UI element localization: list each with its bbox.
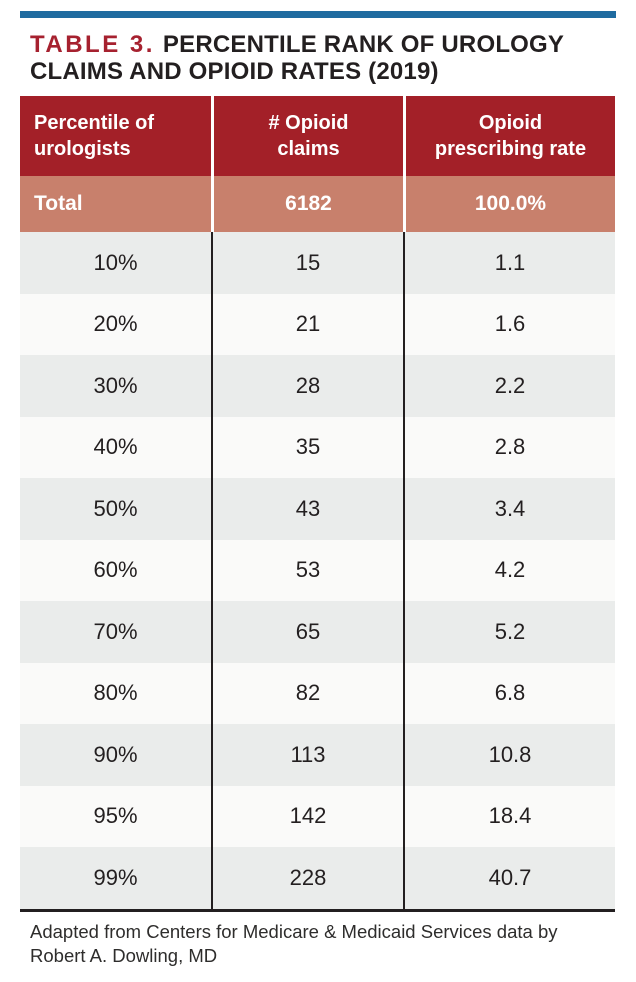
percentile-cell: 70% [93,618,138,644]
header-claims: # Opioid claims [211,96,403,176]
attribution-line1: Adapted from Centers for Medicare & Medi… [30,921,558,942]
rate-cell: 2.8 [403,416,615,478]
rate-cell: 1.6 [403,293,615,355]
claims-cell: 53 [211,539,403,601]
header-claims-label: # Opioid claims [268,112,349,160]
table-header-row: Percentile of urologists # Opioid claims… [20,96,615,176]
header-percentile-label: Percentile of urologists [34,112,155,160]
header-rate: Opioid prescribing rate [403,96,615,176]
table-row: 70% 65 5.2 [20,601,615,663]
attribution-line2: Robert A. Dowling, MD [30,945,218,966]
percentile-cell: 30% [93,372,138,398]
claims-cell: 21 [211,293,403,355]
claims-cell: 15 [211,232,403,294]
data-table: Percentile of urologists # Opioid claims… [20,96,615,912]
header-rate-label: Opioid prescribing rate [434,112,587,160]
claims-cell: 65 [211,601,403,663]
table-row: 99% 228 40.7 [20,847,615,909]
title-line1: PERCENTILE RANK OF UROLOGY [162,31,565,58]
percentile-cell: 20% [93,311,138,337]
total-label-cell: Total [34,192,83,215]
header-percentile: Percentile of urologists [20,96,211,176]
table-body: 10% 15 1.1 20% 21 1.6 30% 28 2.2 40 [20,232,615,909]
claims-cell: 113 [211,724,403,786]
percentile-cell: 10% [93,249,138,275]
table-row: 80% 82 6.8 [20,662,615,724]
table-number-label: TABLE 3. [30,31,155,58]
accent-bar [20,11,616,18]
claims-cell: 142 [211,785,403,847]
title-line2: CLAIMS AND OPIOID RATES (2019) [30,58,439,85]
rate-cell: 4.2 [403,539,615,601]
claims-cell: 35 [211,416,403,478]
claims-cell: 43 [211,478,403,540]
rate-cell: 5.2 [403,601,615,663]
table-row: 40% 35 2.8 [20,416,615,478]
table-row: 20% 21 1.6 [20,293,615,355]
claims-cell: 82 [211,662,403,724]
claims-cell: 228 [211,847,403,909]
percentile-cell: 80% [93,680,138,706]
total-claims-cell: 6182 [211,176,403,232]
total-row: Total 6182 100.0% [20,176,615,232]
percentile-cell: 95% [93,803,138,829]
total-rate-cell: 100.0% [403,176,615,232]
table-title: TABLE 3. PERCENTILE RANK OF UROLOGY CLAIM… [30,31,615,85]
table-row: 95% 142 18.4 [20,785,615,847]
claims-cell: 28 [211,355,403,417]
rate-cell: 6.8 [403,662,615,724]
table-row: 60% 53 4.2 [20,539,615,601]
percentile-cell: 90% [93,741,138,767]
rate-cell: 3.4 [403,478,615,540]
rate-cell: 2.2 [403,355,615,417]
table-row: 10% 15 1.1 [20,232,615,294]
attribution-caption: Adapted from Centers for Medicare & Medi… [30,920,615,968]
table-row: 30% 28 2.2 [20,355,615,417]
table-row: 50% 43 3.4 [20,478,615,540]
rate-cell: 18.4 [403,785,615,847]
rate-cell: 10.8 [403,724,615,786]
rate-cell: 40.7 [403,847,615,909]
table-row: 90% 113 10.8 [20,724,615,786]
percentile-cell: 60% [93,557,138,583]
percentile-cell: 99% [93,864,138,890]
rate-cell: 1.1 [403,232,615,294]
percentile-cell: 40% [93,434,138,460]
percentile-cell: 50% [93,495,138,521]
